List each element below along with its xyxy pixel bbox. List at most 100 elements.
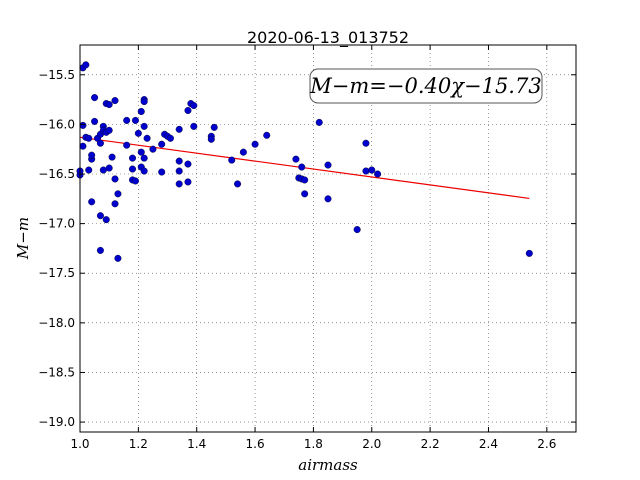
x-tick-label: 1.2 bbox=[129, 437, 148, 451]
data-point bbox=[362, 139, 370, 147]
y-tick-label: −15.5 bbox=[38, 68, 75, 82]
data-point bbox=[91, 117, 99, 125]
y-tick-label: −17.0 bbox=[38, 217, 75, 231]
data-point bbox=[96, 246, 104, 254]
data-point bbox=[111, 175, 119, 183]
y-tick-labels: −15.5 −16.0 −16.5 −17.0 −17.5 −18.0 −18.5 −19.0 bbox=[38, 68, 75, 429]
y-tick-label: −19.0 bbox=[38, 415, 75, 429]
data-point bbox=[184, 160, 192, 168]
data-point bbox=[140, 122, 148, 130]
data-point bbox=[91, 94, 99, 102]
data-point bbox=[129, 165, 137, 173]
data-point bbox=[137, 107, 145, 115]
data-point bbox=[114, 190, 122, 198]
data-point bbox=[292, 155, 300, 163]
data-point bbox=[368, 166, 376, 174]
data-point bbox=[166, 134, 174, 142]
data-point bbox=[374, 170, 382, 178]
data-point bbox=[111, 97, 119, 105]
x-tick-label: 2.4 bbox=[479, 437, 498, 451]
data-point bbox=[158, 168, 166, 176]
y-tick-label: −16.0 bbox=[38, 117, 75, 131]
x-tick-label: 2.6 bbox=[537, 437, 556, 451]
x-tick-label: 1.8 bbox=[304, 437, 323, 451]
data-point bbox=[88, 198, 96, 206]
data-point bbox=[251, 140, 259, 148]
data-point bbox=[79, 121, 87, 129]
data-point bbox=[228, 156, 236, 164]
data-point bbox=[105, 164, 113, 172]
data-point bbox=[239, 148, 247, 156]
data-point bbox=[210, 123, 218, 131]
x-tick-label: 2.2 bbox=[421, 437, 440, 451]
data-point bbox=[525, 249, 533, 257]
chart-title: 2020-06-13_013752 bbox=[247, 28, 409, 48]
y-tick-label: −17.5 bbox=[38, 266, 75, 280]
x-tick-label: 1.4 bbox=[187, 437, 206, 451]
data-point bbox=[99, 166, 107, 174]
data-point bbox=[324, 161, 332, 169]
y-tick-label: −16.5 bbox=[38, 167, 75, 181]
data-point bbox=[79, 142, 87, 150]
data-point bbox=[85, 166, 93, 174]
fit-equation-box: M−m=−0.40χ−15.73 bbox=[309, 68, 543, 104]
plot-frame bbox=[79, 44, 577, 433]
data-point bbox=[140, 154, 148, 162]
data-point bbox=[207, 135, 215, 143]
data-point bbox=[137, 148, 145, 156]
data-point bbox=[184, 106, 192, 114]
x-tick-label: 1.6 bbox=[246, 437, 265, 451]
data-point bbox=[184, 178, 192, 186]
data-point bbox=[190, 102, 198, 110]
data-point bbox=[96, 139, 104, 147]
data-point bbox=[131, 177, 139, 185]
annotation-box bbox=[309, 68, 543, 104]
data-point bbox=[88, 151, 96, 159]
data-point bbox=[175, 180, 183, 188]
data-point bbox=[96, 212, 104, 220]
data-point bbox=[140, 167, 148, 175]
data-point bbox=[114, 254, 122, 262]
data-point bbox=[175, 125, 183, 133]
data-point bbox=[134, 129, 142, 137]
data-point bbox=[105, 126, 113, 134]
data-point bbox=[123, 141, 131, 149]
data-point bbox=[129, 154, 137, 162]
data-point bbox=[123, 116, 131, 124]
data-point bbox=[149, 145, 157, 153]
y-tick-label: −18.0 bbox=[38, 316, 75, 330]
data-point bbox=[362, 167, 370, 175]
data-point bbox=[131, 116, 139, 124]
x-tick-label: 2.0 bbox=[362, 437, 381, 451]
data-point bbox=[143, 134, 151, 142]
y-tick-label: −18.5 bbox=[38, 365, 75, 379]
data-point bbox=[82, 61, 90, 69]
data-point bbox=[234, 180, 242, 188]
data-point bbox=[85, 134, 93, 142]
data-point bbox=[102, 216, 110, 224]
grid-layer bbox=[79, 45, 576, 432]
x-tick-label: 1.0 bbox=[70, 437, 89, 451]
y-axis-label: M−m bbox=[14, 217, 32, 260]
data-point bbox=[298, 163, 306, 171]
data-point bbox=[158, 140, 166, 148]
data-point bbox=[175, 167, 183, 175]
data-point bbox=[324, 195, 332, 203]
tick-layer bbox=[79, 45, 576, 432]
x-axis-label: airmass bbox=[298, 456, 358, 474]
data-point bbox=[111, 200, 119, 208]
data-point bbox=[175, 157, 183, 165]
data-point bbox=[190, 122, 198, 130]
data-point bbox=[108, 153, 116, 161]
data-point bbox=[315, 118, 323, 126]
fit-equation: M−m=−0.40χ−15.73 bbox=[309, 74, 541, 98]
data-point bbox=[105, 101, 113, 109]
point-layer bbox=[76, 61, 533, 262]
data-point bbox=[301, 190, 309, 198]
data-point bbox=[353, 226, 361, 234]
data-point bbox=[301, 176, 309, 184]
x-tick-labels: 1.0 1.2 1.4 1.6 1.8 2.0 2.2 2.4 2.6 bbox=[70, 437, 556, 451]
data-point bbox=[140, 98, 148, 106]
data-point bbox=[263, 131, 271, 139]
